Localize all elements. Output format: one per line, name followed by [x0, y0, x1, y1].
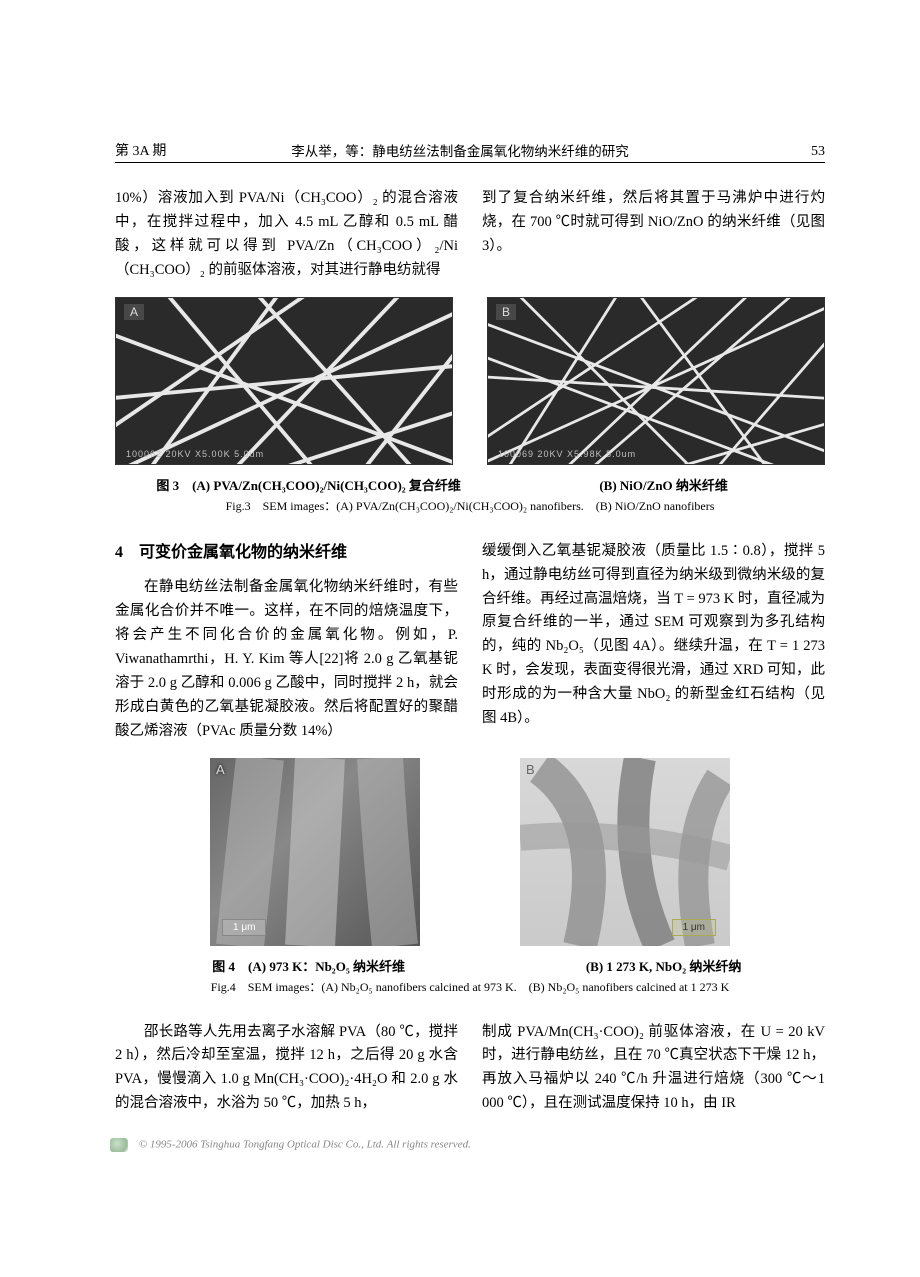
body-text: 缓缓倒入乙氧基铌凝胶液（质量比 1.5∶0.8），搅拌 5 h，通过静电纺丝可得… [482, 540, 825, 731]
scale-bar: 1 μm [672, 919, 716, 936]
fiber-texture [210, 758, 420, 946]
sem-metadata: 100069 20KV X5.98K 5.0um [498, 449, 636, 459]
figure-3b-image: B 100069 20KV X5.98K 5.0um [487, 297, 825, 465]
figure-4-caption-en: Fig.4 SEM images：(A) Nb₂O₅ nanofibers ca… [115, 978, 825, 995]
body-text: 制成 PVA/Mn(CH₃·COO)₂ 前驱体溶液，在 U = 20 kV 时，… [482, 1021, 825, 1117]
figure-4b-image: B 1 μm [520, 758, 730, 946]
nanofiber-graphic [116, 298, 452, 465]
figure-4-caption-cn: 图 4 (A) 973 K：Nb₂O₅ 纳米纤维 (B) 1 273 K, Nb… [115, 956, 825, 975]
copyright-footer: © 1995-2006 Tsinghua Tongfang Optical Di… [110, 1138, 471, 1152]
scale-bar: 1 μm [222, 919, 266, 936]
body-text: 在静电纺丝法制备金属氧化物纳米纤维时，有些金属化合价并不唯一。这样，在不同的焙烧… [115, 576, 458, 743]
body-text: 邵长路等人先用去离子水溶解 PVA（80 ℃，搅拌 2 h），然后冷却至室温，搅… [115, 1021, 458, 1117]
panel-label: B [496, 304, 516, 320]
caption-text: 图 4 (A) 973 K：Nb₂O₅ 纳米纤维 [115, 956, 502, 975]
figure-3a-image: A 100062 20KV X5.00K 5.0um [115, 297, 453, 465]
page-number: 53 [811, 144, 825, 160]
paragraph-block-1: 10%）溶液加入到 PVA/Ni（CH₃COO）₂ 的混合溶液中，在搅拌过程中，… [115, 187, 825, 283]
body-text: 10%）溶液加入到 PVA/Ni（CH₃COO）₂ 的混合溶液中，在搅拌过程中，… [115, 187, 458, 283]
caption-text: (B) 1 273 K, NbO₂ 纳米纤纳 [502, 956, 825, 975]
publisher-icon [110, 1138, 128, 1152]
figure-3: A 100062 20KV X5.00K 5.0um B [115, 297, 825, 465]
section-heading: 4 可变价金属氧化物的纳米纤维 [115, 540, 458, 566]
copyright-text: © 1995-2006 Tsinghua Tongfang Optical Di… [139, 1139, 471, 1151]
section-4-block: 4 可变价金属氧化物的纳米纤维 在静电纺丝法制备金属氧化物纳米纤维时，有些金属化… [115, 540, 825, 744]
figure-3-caption-en: Fig.3 SEM images：(A) PVA/Zn(CH₃COO)₂/Ni(… [115, 497, 825, 514]
figure-4a-image: A 1 μm [210, 758, 420, 946]
nanofiber-graphic [488, 298, 824, 465]
panel-label: A [124, 304, 144, 320]
issue-label: 第 3A 期 [115, 140, 166, 160]
fiber-texture [520, 758, 730, 946]
page-header: 第 3A 期 李从举，等：静电纺丝法制备金属氧化物纳米纤维的研究 53 [115, 140, 825, 163]
sem-metadata: 100062 20KV X5.00K 5.0um [126, 449, 264, 459]
running-title: 李从举，等：静电纺丝法制备金属氧化物纳米纤维的研究 [291, 140, 629, 160]
body-text: 到了复合纳米纤维，然后将其置于马沸炉中进行灼烧，在 700 ℃时就可得到 NiO… [482, 187, 825, 259]
figure-4: A 1 μm B 1 μm [115, 758, 825, 946]
paragraph-block-3: 邵长路等人先用去离子水溶解 PVA（80 ℃，搅拌 2 h），然后冷却至室温，搅… [115, 1021, 825, 1117]
caption-text: 图 3 (A) PVA/Zn(CH₃COO)₂/Ni(CH₃COO)₂ 复合纤维 [115, 475, 502, 494]
caption-text: (B) NiO/ZnO 纳米纤维 [502, 475, 825, 494]
figure-3-caption-cn: 图 3 (A) PVA/Zn(CH₃COO)₂/Ni(CH₃COO)₂ 复合纤维… [115, 475, 825, 494]
